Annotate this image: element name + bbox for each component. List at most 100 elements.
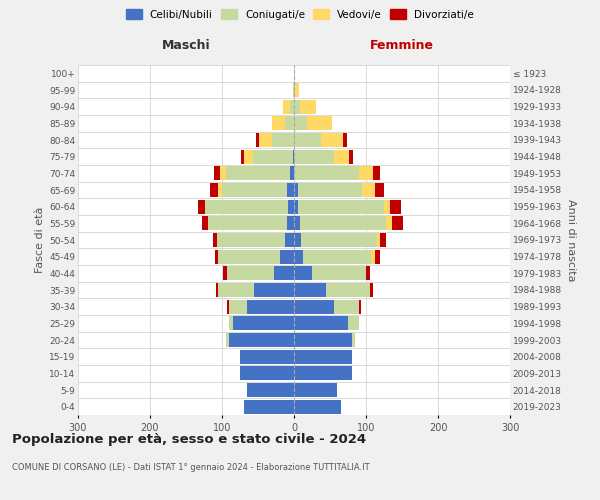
Bar — [371, 250, 374, 264]
Y-axis label: Anni di nascita: Anni di nascita — [566, 198, 576, 281]
Bar — [334, 300, 359, 314]
Bar — [240, 366, 294, 380]
Bar — [223, 266, 227, 280]
Bar — [370, 283, 373, 297]
Bar — [334, 150, 349, 164]
Bar — [218, 250, 280, 264]
Bar — [376, 183, 384, 197]
Bar — [373, 166, 380, 180]
Bar — [298, 200, 384, 214]
Bar — [205, 200, 288, 214]
Bar — [352, 333, 355, 347]
Bar — [198, 200, 205, 214]
Bar — [386, 216, 392, 230]
Bar — [377, 233, 380, 247]
Y-axis label: Fasce di età: Fasce di età — [35, 207, 45, 273]
Bar — [283, 100, 290, 114]
Bar — [359, 166, 373, 180]
Text: Femmine: Femmine — [370, 38, 434, 52]
Bar — [348, 316, 359, 330]
Bar — [215, 250, 218, 264]
Bar — [218, 283, 254, 297]
Bar — [294, 116, 307, 130]
Bar — [214, 233, 217, 247]
Bar — [326, 283, 370, 297]
Bar — [240, 350, 294, 364]
Bar — [301, 233, 377, 247]
Bar — [274, 266, 294, 280]
Text: COMUNE DI CORSANO (LE) - Dati ISTAT 1° gennaio 2024 - Elaborazione TUTTITALIA.IT: COMUNE DI CORSANO (LE) - Dati ISTAT 1° g… — [12, 462, 370, 471]
Bar — [294, 366, 352, 380]
Bar — [220, 166, 226, 180]
Bar — [288, 200, 294, 214]
Bar — [294, 150, 334, 164]
Bar — [300, 216, 386, 230]
Bar — [294, 400, 341, 414]
Bar — [226, 333, 229, 347]
Bar — [294, 333, 352, 347]
Bar — [390, 200, 401, 214]
Bar — [218, 183, 222, 197]
Bar — [272, 133, 294, 147]
Bar — [290, 100, 294, 114]
Bar — [293, 150, 294, 164]
Bar — [229, 316, 233, 330]
Bar — [294, 300, 334, 314]
Bar — [312, 266, 366, 280]
Bar — [214, 166, 220, 180]
Bar — [392, 216, 403, 230]
Bar — [208, 216, 287, 230]
Bar — [294, 66, 295, 80]
Bar — [295, 83, 299, 97]
Bar — [287, 216, 294, 230]
Bar — [216, 283, 218, 297]
Bar — [227, 266, 274, 280]
Bar — [294, 100, 300, 114]
Bar — [294, 183, 298, 197]
Bar — [233, 316, 294, 330]
Bar — [298, 183, 362, 197]
Bar — [229, 333, 294, 347]
Text: Maschi: Maschi — [161, 38, 211, 52]
Bar — [229, 300, 247, 314]
Bar — [294, 383, 337, 397]
Bar — [290, 166, 294, 180]
Bar — [294, 133, 322, 147]
Bar — [294, 200, 298, 214]
Bar — [256, 133, 259, 147]
Bar — [202, 216, 208, 230]
Bar — [359, 300, 361, 314]
Bar — [294, 83, 295, 97]
Bar — [322, 133, 343, 147]
Bar — [366, 266, 370, 280]
Bar — [287, 183, 294, 197]
Bar — [247, 383, 294, 397]
Bar — [362, 183, 376, 197]
Bar — [307, 116, 332, 130]
Bar — [293, 83, 294, 97]
Bar — [380, 233, 386, 247]
Bar — [222, 183, 287, 197]
Bar — [286, 233, 294, 247]
Bar — [259, 133, 272, 147]
Bar — [294, 283, 326, 297]
Bar — [244, 400, 294, 414]
Bar — [254, 283, 294, 297]
Bar — [302, 250, 371, 264]
Bar — [384, 200, 390, 214]
Bar — [294, 266, 312, 280]
Bar — [247, 300, 294, 314]
Bar — [241, 150, 244, 164]
Text: Popolazione per età, sesso e stato civile - 2024: Popolazione per età, sesso e stato civil… — [12, 432, 366, 446]
Bar — [294, 216, 300, 230]
Bar — [226, 166, 290, 180]
Bar — [294, 166, 359, 180]
Bar — [294, 250, 302, 264]
Bar — [300, 100, 316, 114]
Bar — [272, 116, 286, 130]
Bar — [244, 150, 253, 164]
Bar — [280, 250, 294, 264]
Bar — [349, 150, 353, 164]
Bar — [286, 116, 294, 130]
Bar — [253, 150, 293, 164]
